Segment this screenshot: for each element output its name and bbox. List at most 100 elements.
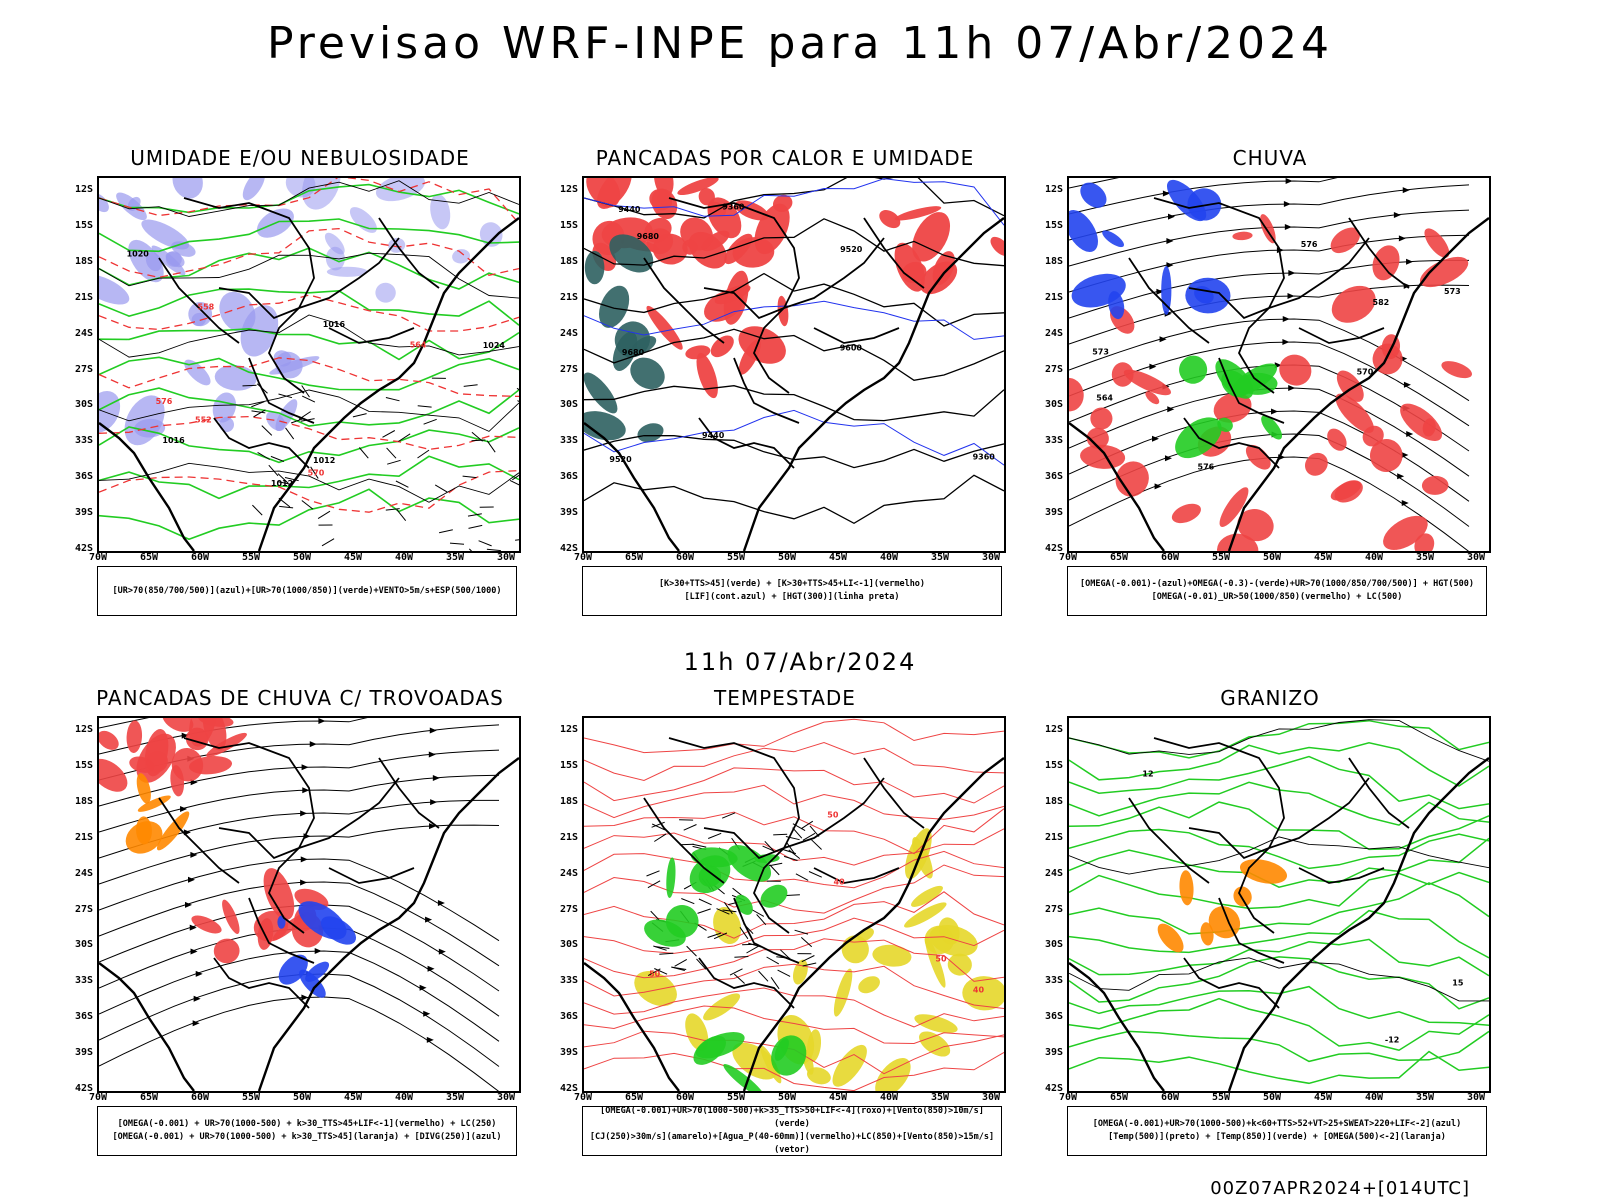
streamline [99, 996, 500, 1091]
contour-label: 9520 [840, 245, 863, 254]
latitude-tick-label: 18S [559, 255, 578, 267]
longitude-tick-label: 45W [829, 552, 848, 563]
panel-granizo: GRANIZO 12S 15S 18S 21S 24S 27S 30S 33S 36S 39S 42S… [1045, 686, 1491, 1196]
country-border [1128, 257, 1210, 344]
contour-line [1069, 755, 1489, 810]
wind-vector [257, 451, 270, 460]
wind-vector [317, 510, 331, 520]
wind-vector [808, 871, 823, 878]
longitude-tick-label: 70W [89, 1092, 108, 1103]
latitude-tick-label: 24S [1044, 867, 1063, 879]
country-border [1218, 897, 1285, 964]
longitude-tick-label: 35W [1416, 1092, 1435, 1103]
shaded-area [99, 758, 128, 792]
country-border [158, 797, 240, 884]
coastline [584, 757, 1004, 1091]
shaded-area [1157, 923, 1184, 953]
legend-line: [CJ(250)>30m/s](amarelo)+[Agua_P(40-60mm… [589, 1132, 995, 1155]
wind-vector [674, 958, 688, 967]
latitude-tick-label: 30S [74, 399, 93, 411]
wind-vector [802, 962, 817, 967]
latitude-tick-label: 30S [1044, 399, 1063, 411]
country-border [1298, 327, 1385, 344]
wind-vector [786, 842, 796, 855]
latitude-tick-label: 42S [559, 543, 578, 554]
wind-vector [486, 548, 501, 551]
shaded-area [723, 270, 749, 325]
streamline-arrow [429, 727, 437, 734]
latitude-tick-label: 36S [1044, 471, 1063, 483]
shaded-area [696, 352, 718, 399]
contour-label: 573 [1092, 347, 1109, 356]
wind-vector [795, 873, 809, 881]
longitude-tick-label: 40W [1365, 1092, 1384, 1103]
streamline-arrow [1154, 483, 1162, 490]
shaded-area [430, 194, 451, 230]
country-border [213, 417, 310, 469]
contour-line [99, 488, 519, 541]
shaded-area [990, 236, 1004, 257]
wind-vector [486, 440, 496, 453]
contour-line [584, 828, 1004, 866]
wind-vector [785, 836, 800, 841]
shaded-area [806, 1067, 831, 1085]
country-border [863, 757, 925, 829]
wind-vector [386, 447, 397, 459]
shaded-area [1424, 228, 1450, 258]
streamline-arrow [437, 900, 445, 907]
streamline-arrow [1159, 336, 1167, 343]
contour-line [99, 288, 519, 326]
contour-line [584, 808, 1004, 855]
wind-vector [696, 958, 707, 970]
shaded-area [277, 915, 286, 929]
streamline-arrow [300, 810, 308, 817]
wind-vector [708, 832, 722, 839]
streamline [99, 904, 500, 992]
shaded-area [646, 305, 683, 350]
latitude-tick-label: 42S [74, 543, 93, 554]
contour-line [584, 938, 1004, 982]
wind-vector [758, 970, 769, 982]
shaded-area [1419, 256, 1469, 288]
shaded-area [724, 233, 753, 265]
shaded-area [222, 899, 240, 934]
coastline [584, 217, 1004, 551]
wind-vector [385, 508, 400, 511]
wind-vector [251, 401, 265, 408]
contour-label: 9600 [840, 344, 863, 353]
shaded-area [1215, 359, 1254, 399]
streamline-arrow [1164, 455, 1172, 462]
latitude-tick-label: 33S [1044, 975, 1063, 987]
latitude-tick-label: 42S [1044, 1083, 1063, 1094]
shaded-area [1179, 870, 1194, 906]
shaded-area [136, 816, 152, 845]
wind-vector [762, 845, 776, 853]
wind-vector [683, 824, 697, 831]
longitude-tick-label: 35W [446, 1092, 465, 1103]
longitude-tick-label: 70W [574, 1092, 593, 1103]
shaded-area [1111, 362, 1134, 387]
wind-vector [713, 932, 728, 940]
latitude-tick-label: 33S [559, 975, 578, 987]
streamline-arrow [1401, 500, 1409, 507]
shaded-area [1217, 533, 1259, 551]
contour-label: 582 [1373, 298, 1390, 307]
latitude-tick-label: 27S [74, 363, 93, 375]
latitude-tick-label: 42S [559, 1083, 578, 1094]
coastline [99, 757, 519, 1091]
streamline-arrow [300, 856, 308, 863]
contour-line [584, 741, 1004, 782]
latitude-tick-label: 21S [559, 831, 578, 843]
shaded-area [875, 1057, 911, 1091]
contour-line [99, 327, 519, 361]
wind-vector [434, 484, 448, 493]
shaded-area [1261, 415, 1283, 440]
contour-label: 564 [410, 340, 427, 349]
contour-line [1069, 871, 1489, 910]
shaded-area [206, 732, 247, 757]
longitude-tick-label: 65W [1110, 1092, 1129, 1103]
contour-label: 1024 [483, 341, 506, 350]
contour-line [99, 455, 519, 500]
contour-label: 50 [827, 811, 839, 820]
shaded-area [693, 1035, 726, 1065]
